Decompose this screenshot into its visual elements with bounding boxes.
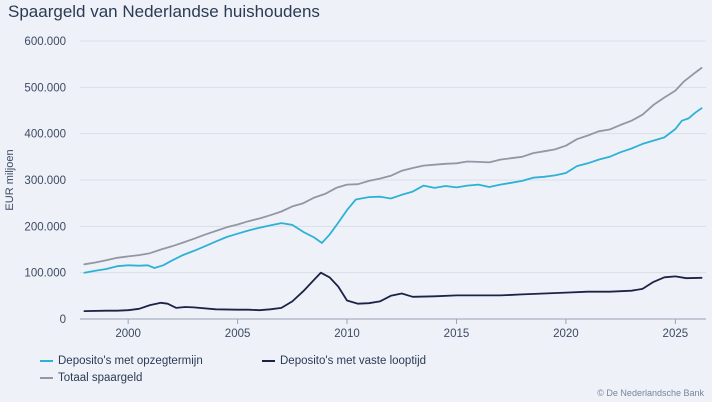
legend-item-opzegtermijn[interactable]: Deposito's met opzegtermijn [40,355,203,367]
y-tick-label: 600.000 [24,36,66,48]
copyright-credit: © De Nederlandsche Bank [597,388,704,398]
series-line-opzegtermijn [83,107,703,274]
x-axis-ticks: 2000 2005 2010 2015 2020 2025 [115,319,688,340]
y-tick-label: 200.000 [24,221,66,233]
y-tick-label: 0 [60,314,66,326]
y-tick-label: 300.000 [24,175,66,187]
chart-title: Spaargeld van Nederlandse huishoudens [8,2,320,21]
series-line-totaal [83,67,703,266]
grid-lines [80,40,706,320]
series-line-vaste-looptijd [83,271,703,312]
legend-label-opzegtermijn: Deposito's met opzegtermijn [58,355,203,367]
x-tick-label: 2015 [444,328,470,340]
y-tick-label: 500.000 [24,82,66,94]
legend-swatch-opzegtermijn [40,360,53,362]
legend-item-totaal[interactable]: Totaal spaargeld [40,372,142,384]
legend-swatch-totaal [40,377,53,379]
legend-label-vaste-looptijd: Deposito's met vaste looptijd [280,355,427,367]
x-tick-label: 2000 [115,328,141,340]
y-tick-label: 100.000 [24,268,66,280]
x-tick-label: 2020 [553,328,579,340]
legend-label-totaal: Totaal spaargeld [58,372,143,384]
legend-item-vaste-looptijd[interactable]: Deposito's met vaste looptijd [262,355,426,367]
x-tick-label: 2025 [663,328,689,340]
y-axis-title: EUR miljoen [4,149,16,210]
legend-swatch-vaste-looptijd [262,360,275,362]
y-tick-label: 400.000 [24,129,66,141]
series-lines [83,67,703,312]
x-tick-label: 2010 [334,328,360,340]
y-axis-ticks: 0 100.000 200.000 300.000 400.000 500.000 600.… [24,36,66,326]
x-tick-label: 2005 [225,328,251,340]
